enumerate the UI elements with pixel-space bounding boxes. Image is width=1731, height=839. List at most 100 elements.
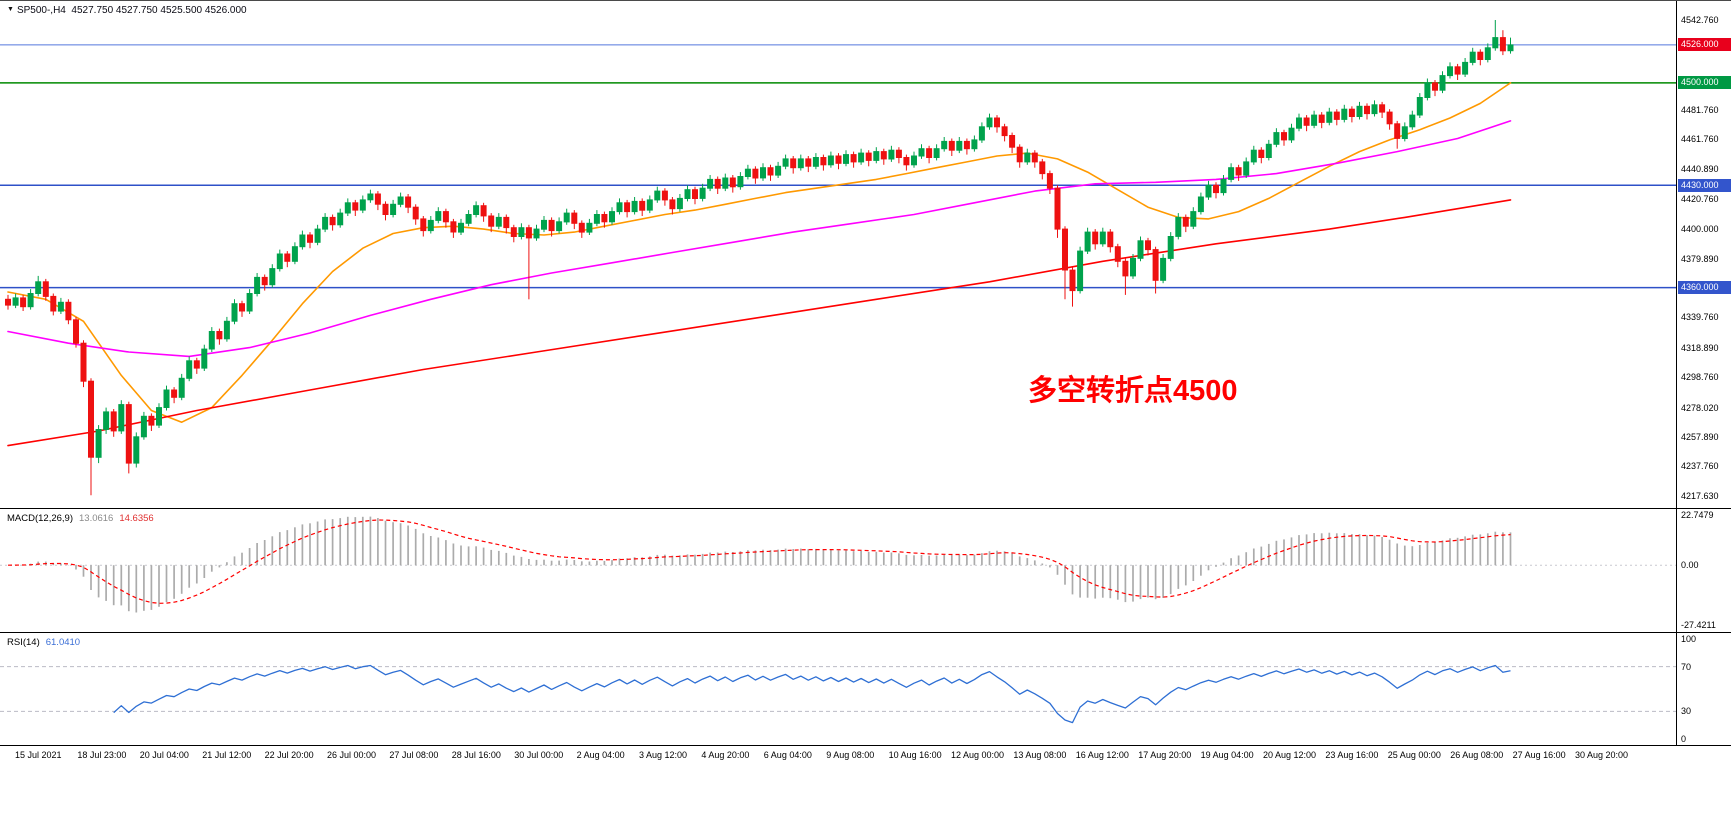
candle-body: [903, 157, 910, 166]
candlestick-plot[interactable]: [0, 1, 1676, 507]
candle-body: [1288, 127, 1295, 141]
candle-body: [1114, 246, 1121, 262]
time-axis[interactable]: 15 Jul 2021 18 Jul 23:00 20 Jul 04:00 21 Ju…: [0, 746, 1731, 771]
macd-axis[interactable]: 22.7479 0.00 -27.4211: [1676, 509, 1731, 632]
rsi-axis-tick: 100: [1681, 634, 1697, 644]
candle-body: [609, 211, 615, 223]
candle-body: [1220, 178, 1227, 194]
candle-body: [971, 139, 978, 150]
candle-body: [390, 203, 397, 216]
time-axis-label: 22 Jul 20:00: [264, 750, 314, 760]
candle-body: [140, 415, 147, 438]
candle-body: [1228, 167, 1235, 180]
candle-body: [420, 218, 427, 232]
candle-body: [110, 411, 117, 432]
time-axis-label: 28 Jul 16:00: [451, 750, 501, 760]
candle-body: [88, 380, 94, 458]
candle-body: [1024, 152, 1031, 163]
candle-body: [699, 187, 706, 199]
candle-body: [858, 152, 865, 163]
candle-body: [978, 126, 985, 141]
candle-body: [1137, 240, 1144, 259]
candle-body: [382, 203, 389, 216]
candle-body: [344, 202, 351, 214]
price-axis-tick: 4440.890: [1681, 164, 1719, 175]
price-axis-tick: 4400.000: [1681, 224, 1719, 235]
candle-body: [201, 348, 208, 369]
macd-plot[interactable]: [0, 509, 1676, 632]
candle-body: [918, 148, 925, 157]
candle-body: [1454, 66, 1461, 75]
candle-body: [473, 205, 480, 215]
candle-body: [880, 151, 887, 160]
candle-body: [405, 196, 412, 208]
candle-body: [1311, 114, 1318, 126]
rsi-plot[interactable]: [0, 633, 1676, 745]
candle-body: [1001, 126, 1008, 137]
chart-menu-icon[interactable]: ▼: [7, 6, 14, 13]
candle-body: [533, 228, 540, 239]
time-axis-label: 30 Jul 00:00: [514, 750, 564, 760]
candle-body: [1318, 114, 1325, 123]
price-axis[interactable]: 4542.760 4481.760 4461.760 4440.890 4420.760…: [1676, 1, 1731, 508]
rsi-axis[interactable]: 100 70 30 0: [1676, 633, 1731, 745]
rsi-axis-tick: 70: [1681, 661, 1692, 672]
candle-body: [692, 189, 698, 199]
candle-body: [246, 293, 253, 312]
candle-body: [1265, 143, 1272, 159]
candle-body: [374, 193, 381, 205]
candle-body: [820, 157, 827, 166]
candle-body: [367, 193, 374, 201]
macd-signal-line: [7, 519, 1511, 604]
candle-body: [322, 216, 329, 230]
candle-body: [1409, 114, 1416, 128]
candle-body: [103, 411, 110, 430]
time-axis-label: 23 Aug 16:00: [1325, 750, 1379, 760]
candle-body: [714, 178, 721, 189]
time-axis-label: 3 Aug 12:00: [639, 750, 688, 760]
macd-label: MACD(12,26,9): [7, 513, 73, 524]
time-axis-label: 16 Aug 12:00: [1075, 750, 1129, 760]
candle-body: [805, 158, 812, 167]
chart-header: ▼ SP500-,H4 4527.750 4527.750 4525.500 45…: [7, 5, 247, 16]
candle-body: [1054, 187, 1061, 230]
candle-body: [518, 227, 525, 237]
candle-body: [676, 197, 683, 210]
candle-body: [1122, 260, 1129, 277]
time-axis-label: 18 Jul 23:00: [77, 750, 127, 760]
candle-body: [276, 253, 283, 270]
candle-body: [1439, 75, 1446, 91]
candle-body: [737, 176, 744, 188]
candle-body: [895, 149, 902, 158]
candle-body: [427, 219, 434, 232]
candle-body: [133, 436, 140, 464]
macd-header: MACD(12,26,9) 13.0616 14.6356: [7, 513, 154, 524]
candle-body: [284, 253, 291, 262]
time-axis-label: 20 Jul 04:00: [139, 750, 189, 760]
ma-slow-red: [7, 199, 1512, 447]
candle-body: [261, 276, 268, 286]
candle-body: [458, 222, 464, 233]
candle-body: [412, 206, 419, 220]
candle-body: [760, 167, 766, 179]
candle-body: [1341, 108, 1348, 120]
chart-annotation-text[interactable]: 多空转折点4500: [1028, 375, 1238, 407]
candle-body: [1197, 196, 1204, 213]
time-axis-label: 4 Aug 20:00: [701, 750, 750, 760]
candle-body: [307, 234, 313, 243]
macd-axis-tick: -27.4211: [1681, 620, 1716, 630]
candle-body: [65, 301, 72, 321]
candle-body: [223, 320, 230, 340]
candle-body: [1243, 161, 1250, 176]
price-axis-tick: 4339.760: [1681, 312, 1719, 323]
rsi-line: [113, 664, 1511, 724]
rsi-panel: RSI(14) 61.0410 100 70 30 0: [0, 633, 1731, 746]
time-axis-label: 20 Aug 12:00: [1263, 750, 1317, 760]
candle-body: [707, 178, 714, 189]
candle-body: [510, 227, 517, 237]
candle-body: [1152, 249, 1159, 281]
candle-body: [488, 215, 495, 227]
candle-body: [1258, 149, 1265, 158]
candle-body: [239, 303, 245, 312]
candle-body: [50, 295, 57, 312]
